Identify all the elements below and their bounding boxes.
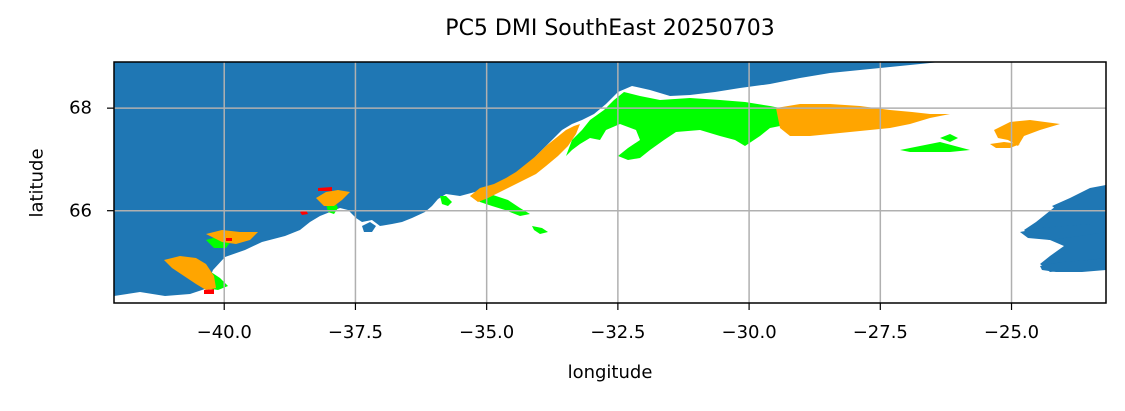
land-island: [362, 222, 376, 232]
x-tick-label: −37.5: [327, 322, 384, 343]
x-tick-label: −32.5: [590, 322, 646, 343]
ice-orange: [164, 104, 1060, 290]
x-tick-label: −30.0: [721, 322, 777, 343]
x-tick-label: −35.0: [459, 322, 515, 343]
tick-marks: [107, 107, 1013, 310]
y-axis-label: latitude: [26, 148, 48, 218]
x-tick-label: −25.0: [983, 322, 1040, 343]
ocean-inlet-east-2: [1020, 224, 1106, 240]
y-tick-label: 68: [69, 97, 92, 119]
ice-red: [204, 187, 332, 294]
ocean-inlet-east: [1052, 185, 1106, 212]
chart-title: PC5 DMI SouthEast 20250703: [445, 16, 775, 41]
ocean-inlet-east-3: [1040, 258, 1106, 272]
x-tick-label: −27.5: [852, 322, 908, 343]
x-axis-label: longitude: [567, 362, 653, 383]
axes-frame: [113, 61, 1107, 304]
gridlines: [114, 62, 1106, 303]
y-tick-label: 66: [69, 200, 92, 222]
x-tick-label: −40.0: [196, 322, 252, 343]
